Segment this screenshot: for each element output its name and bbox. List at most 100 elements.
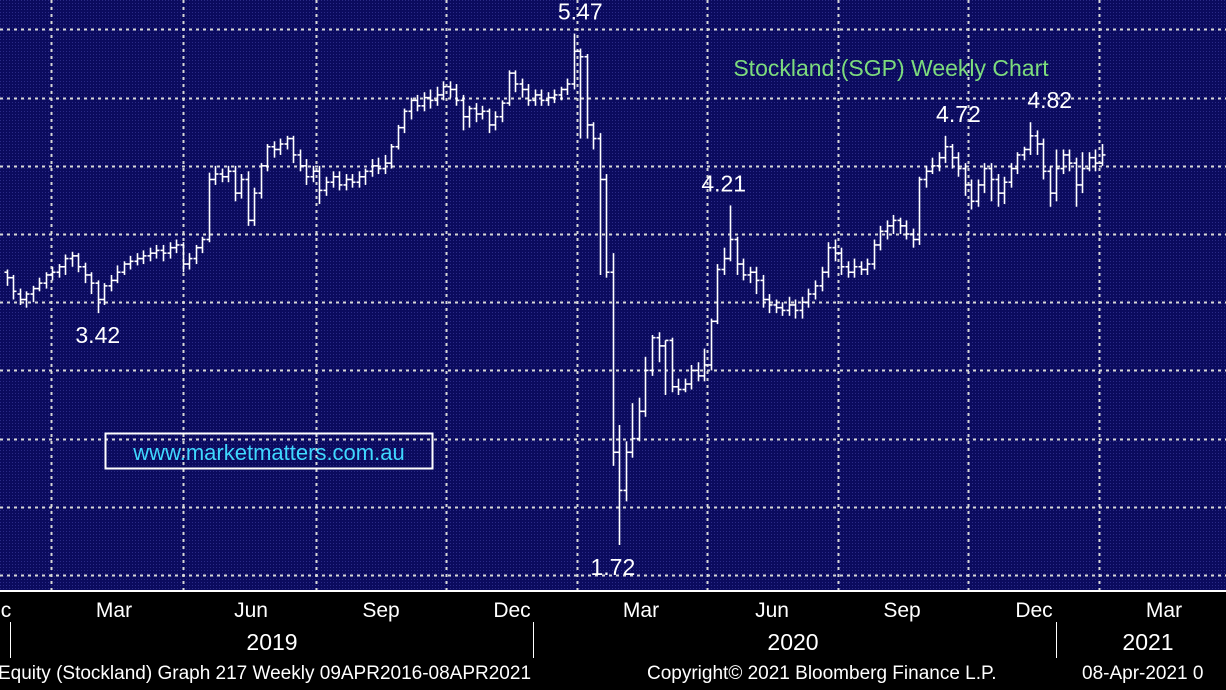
price-bar <box>760 274 767 308</box>
chart-title: Stockland (SGP) Weekly Chart <box>733 55 1049 81</box>
price-bar <box>238 174 245 199</box>
price-bar <box>369 159 376 177</box>
price-bar <box>310 165 317 183</box>
watermark-box <box>104 432 434 470</box>
price-bar <box>981 163 988 194</box>
price-bar <box>343 174 350 191</box>
price-bar <box>114 265 121 284</box>
price-bar <box>792 299 799 319</box>
price-bar <box>825 242 832 278</box>
month-tick-label: Sep <box>362 599 399 622</box>
price-bar <box>219 168 226 183</box>
price-bar <box>1060 149 1067 175</box>
price-bar <box>662 339 669 395</box>
price-bar <box>180 242 187 273</box>
month-tick-label: Jun <box>755 599 789 622</box>
price-bar <box>1073 157 1080 207</box>
price-bar <box>362 168 369 185</box>
price-bar <box>4 269 11 286</box>
price-bar <box>740 258 747 281</box>
price-bar <box>929 157 936 175</box>
month-tick-label: c <box>1 599 12 622</box>
price-bar <box>277 138 284 155</box>
price-bar <box>153 244 160 259</box>
price-bar <box>69 251 76 267</box>
price-bar <box>258 163 265 199</box>
price-bar <box>916 176 923 245</box>
price-bar <box>695 362 702 382</box>
price-bar <box>121 261 128 275</box>
price-bar <box>147 247 154 262</box>
price-bar <box>1047 165 1054 207</box>
price-bar <box>897 217 904 235</box>
price-bar <box>427 89 434 109</box>
price-bar <box>264 144 271 172</box>
price-bar <box>101 283 108 305</box>
price-bar <box>649 334 656 376</box>
price-bar <box>62 254 69 275</box>
price-bar <box>271 141 278 158</box>
price-bar <box>173 239 180 254</box>
price-bar <box>610 253 617 466</box>
price-bar <box>1008 163 1015 188</box>
price-bar <box>297 149 304 172</box>
price-bar <box>766 294 773 314</box>
price-bar <box>473 103 480 123</box>
price-bar <box>1034 130 1041 155</box>
price-bar <box>936 152 943 172</box>
price-bar <box>871 239 878 270</box>
price-bar <box>212 165 219 185</box>
month-tick-label: Mar <box>96 599 132 622</box>
price-bar <box>95 280 102 314</box>
price-bar <box>988 163 995 202</box>
year-label: 2020 <box>767 629 818 655</box>
price-bar <box>1014 152 1021 175</box>
price-bar <box>108 274 115 292</box>
price-bar <box>727 205 734 262</box>
price-bar <box>603 174 610 278</box>
price-bar <box>512 70 519 93</box>
price-bar <box>408 97 415 120</box>
price-bar <box>812 280 819 300</box>
price-bar <box>968 179 975 210</box>
grid-lines <box>0 0 1226 592</box>
price-bar <box>382 154 389 175</box>
price-bar <box>49 266 56 281</box>
price-bar <box>975 179 982 207</box>
value-annotation: 4.82 <box>1027 87 1072 113</box>
price-bar <box>1001 176 1008 205</box>
value-annotation: 4.21 <box>701 170 746 196</box>
price-bar <box>714 264 721 325</box>
price-bar <box>206 172 213 243</box>
price-bar <box>858 261 865 275</box>
price-bar <box>1021 146 1028 161</box>
price-bars <box>4 33 1106 545</box>
price-bar <box>336 171 343 191</box>
month-tick-label: Dec <box>1015 599 1052 622</box>
price-bar <box>851 258 858 278</box>
price-bar <box>447 81 454 98</box>
price-bar <box>616 424 623 545</box>
price-bar <box>349 174 356 188</box>
value-annotation: 5.47 <box>558 0 603 25</box>
price-bar <box>193 244 200 265</box>
price-bar <box>708 318 715 371</box>
price-bar <box>160 244 167 262</box>
price-bar <box>460 94 467 131</box>
price-bar <box>127 255 134 270</box>
price-bar <box>701 348 708 382</box>
price-bar <box>23 291 30 308</box>
price-bar <box>434 86 441 106</box>
price-bar <box>134 253 141 266</box>
price-bar <box>375 157 382 175</box>
price-bar <box>747 266 754 284</box>
watermark-text: www.marketmatters.com.au <box>132 440 404 465</box>
price-bar <box>923 165 930 188</box>
price-bar <box>669 337 676 393</box>
price-bar <box>284 135 291 150</box>
price-bar <box>558 86 565 101</box>
price-bar <box>629 403 636 458</box>
price-bar <box>316 165 323 205</box>
price-bar <box>942 135 949 164</box>
price-bar <box>910 228 917 248</box>
